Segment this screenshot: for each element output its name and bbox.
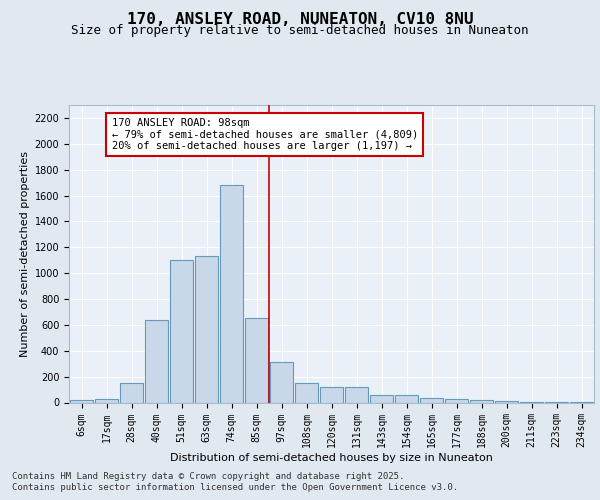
Bar xyxy=(220,185,243,402)
Bar xyxy=(245,318,268,402)
Bar xyxy=(145,320,168,402)
Y-axis label: Number of semi-detached properties: Number of semi-detached properties xyxy=(20,151,31,357)
Bar xyxy=(395,396,418,402)
Bar xyxy=(170,260,193,402)
Bar xyxy=(470,400,493,402)
Bar xyxy=(320,387,343,402)
Bar xyxy=(420,398,443,402)
Bar xyxy=(95,398,118,402)
X-axis label: Distribution of semi-detached houses by size in Nuneaton: Distribution of semi-detached houses by … xyxy=(170,453,493,463)
Text: 170, ANSLEY ROAD, NUNEATON, CV10 8NU: 170, ANSLEY ROAD, NUNEATON, CV10 8NU xyxy=(127,12,473,28)
Bar xyxy=(70,400,93,402)
Text: Contains public sector information licensed under the Open Government Licence v3: Contains public sector information licen… xyxy=(12,484,458,492)
Bar xyxy=(195,256,218,402)
Text: Size of property relative to semi-detached houses in Nuneaton: Size of property relative to semi-detach… xyxy=(71,24,529,37)
Bar xyxy=(120,383,143,402)
Bar xyxy=(495,401,518,402)
Bar xyxy=(295,383,318,402)
Bar xyxy=(445,398,468,402)
Bar xyxy=(345,387,368,402)
Bar xyxy=(370,396,393,402)
Text: Contains HM Land Registry data © Crown copyright and database right 2025.: Contains HM Land Registry data © Crown c… xyxy=(12,472,404,481)
Bar xyxy=(270,362,293,403)
Text: 170 ANSLEY ROAD: 98sqm
← 79% of semi-detached houses are smaller (4,809)
20% of : 170 ANSLEY ROAD: 98sqm ← 79% of semi-det… xyxy=(112,118,418,151)
